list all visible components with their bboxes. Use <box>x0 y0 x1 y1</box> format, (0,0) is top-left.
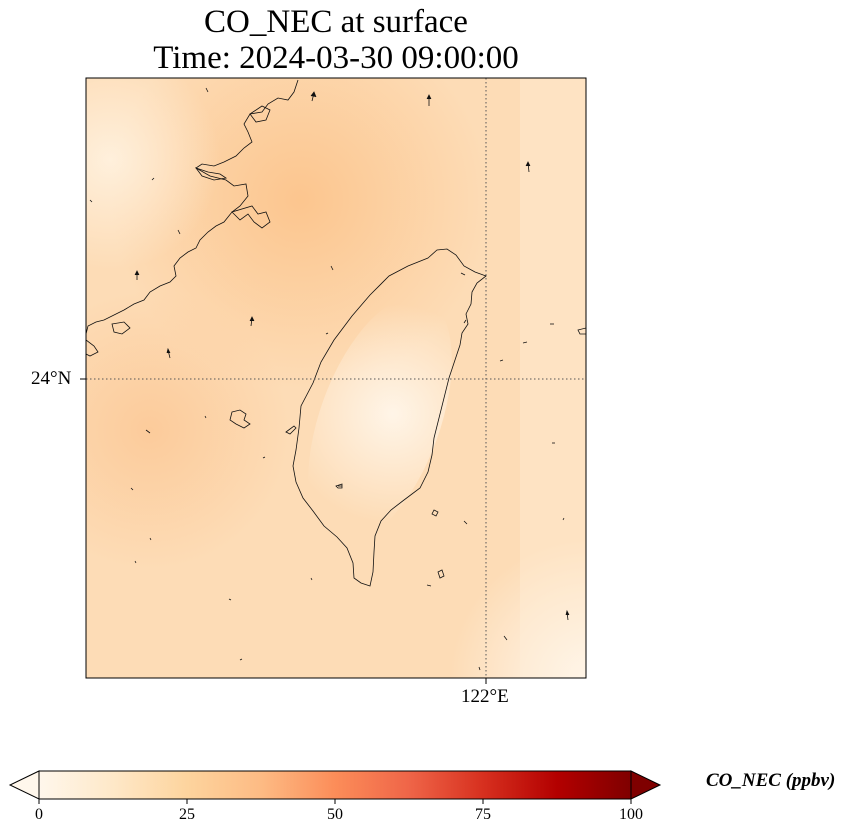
colorbar-tick-label: 100 <box>619 806 643 823</box>
map-frame <box>85 77 587 679</box>
gridlines <box>86 78 586 678</box>
coastlines <box>86 79 586 587</box>
colorbar-tick-label: 25 <box>179 806 195 823</box>
wind-arrows <box>89 87 570 671</box>
mainland-coastline <box>86 79 299 335</box>
map-time-subtitle: Time: 2024-03-30 09:00:00 <box>153 40 519 76</box>
concentration-field <box>86 78 586 678</box>
penghu-islands <box>229 409 251 429</box>
map-title: CO_NEC at surface <box>204 4 468 40</box>
colorbar-extend-low <box>8 770 40 800</box>
colorbar-tick-label: 0 <box>35 806 43 823</box>
colorbar <box>8 770 662 804</box>
colorbar-tick-label: 75 <box>475 806 491 823</box>
colorbar-label: CO_NEC (ppbv) <box>706 770 836 791</box>
colorbar-tick-label: 50 <box>327 806 343 823</box>
latitude-label: 24°N <box>31 368 72 389</box>
colorbar-extend-high <box>630 770 662 800</box>
taiwan-coastline <box>292 248 487 587</box>
longitude-label: 122°E <box>461 686 509 707</box>
